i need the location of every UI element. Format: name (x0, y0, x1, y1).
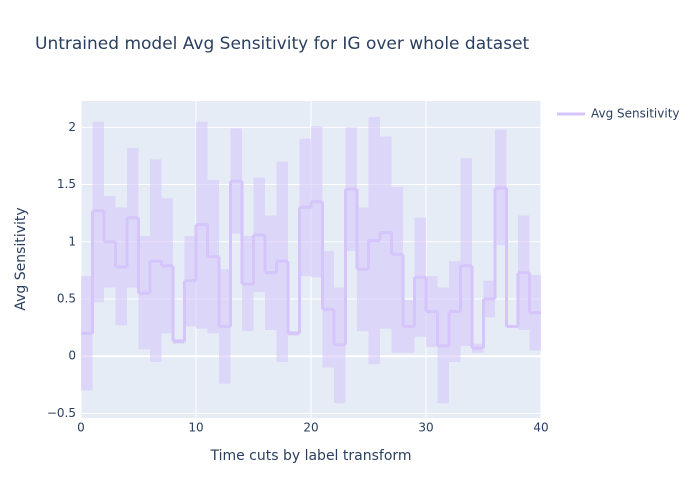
error-band (391, 186, 403, 353)
y-tick-label: 0 (68, 349, 76, 363)
y-tick-label: 1.5 (57, 177, 76, 191)
x-tick-label: 30 (418, 421, 433, 435)
x-tick-label: 10 (188, 421, 203, 435)
x-tick-label: 40 (533, 421, 548, 435)
error-band (460, 158, 472, 346)
y-tick-label: −0.5 (47, 406, 76, 420)
y-tick-label: 0.5 (57, 291, 76, 305)
y-tick-label: 2 (68, 120, 76, 134)
legend-label: Avg Sensitivity (591, 107, 680, 121)
y-tick-label: 1 (68, 234, 76, 248)
x-tick-label: 0 (77, 421, 85, 435)
y-axis-label: Avg Sensitivity (13, 207, 29, 310)
x-axis-label: Time cuts by label transform (209, 448, 411, 464)
x-tick-label: 20 (303, 421, 318, 435)
chart-title: Untrained model Avg Sensitivity for IG o… (35, 34, 530, 54)
marks (81, 117, 541, 404)
